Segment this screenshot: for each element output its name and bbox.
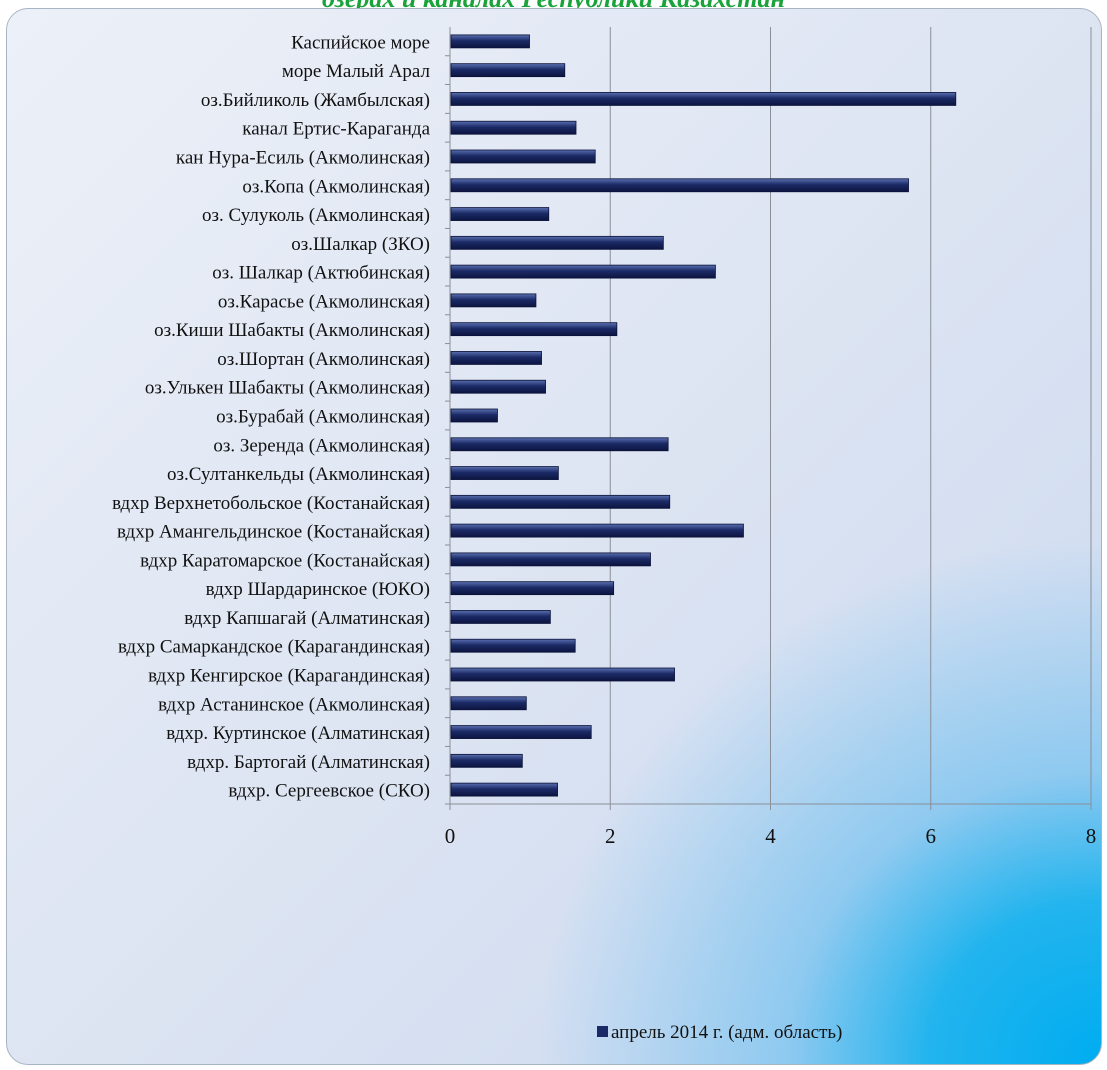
bar [450,120,577,135]
category-label: оз.Султанкельды (Акмолинская) [167,464,430,485]
bar [450,235,664,250]
bar [450,667,675,682]
category-label: оз.Карасье (Акмолинская) [218,291,430,312]
bar [450,92,957,106]
bar [450,552,651,567]
category-label: Каспийское море [291,32,430,53]
chart-panel: Каспийское море море Малый Арал оз.Бийлико… [6,8,1102,1065]
bar [450,523,744,538]
bar [450,379,546,394]
category-label: оз.Бийликоль (Жамбылская) [201,90,430,111]
category-label: оз. Шалкар (Актюбинская) [212,263,430,284]
category-label: вдхр Капшагай (Алматинская) [184,608,430,629]
bar [450,581,615,596]
category-label: канал Ертис-Караганда [242,119,430,140]
category-label: оз. Сулуколь (Акмолинская) [202,205,430,226]
category-label: вдхр. Бартогай (Алматинская) [187,752,430,773]
bar [450,753,523,768]
legend-swatch [597,1026,608,1037]
axes [445,27,1092,810]
bar [450,610,551,624]
bar [450,696,527,711]
bar [450,34,530,49]
category-label: вдхр Шардаринское (ЮКО) [206,579,430,600]
category-label: кан Нура-Есиль (Акмолинская) [176,148,430,169]
bar [450,322,618,337]
x-tick-label: 4 [765,824,776,848]
category-label: вдхр Амангельдинское (Костанайская) [117,522,430,543]
bar [450,437,669,452]
category-label: вдхр. Сергеевское (СКО) [228,781,430,802]
category-label: вдхр Астанинское (Акмолинская) [158,694,430,715]
category-label: вдхр Верхнетобольское (Костанайская) [112,493,430,514]
bar-chart: Каспийское море море Малый Арал оз.Бийлико… [112,27,1097,1043]
bar [450,494,671,509]
bar [450,264,716,279]
x-tick-label: 2 [605,824,616,848]
category-label: вдхр Каратомарское (Костанайская) [140,550,430,571]
category-labels: Каспийское море море Малый Арал оз.Бийлико… [112,32,431,801]
x-tick-labels: 0 2 4 6 8 [445,824,1097,848]
bar [450,351,542,365]
bar [450,207,550,221]
category-label: вдхр Самаркандское (Карагандинская) [118,637,430,658]
category-label: вдхр Кенгирское (Карагандинская) [148,666,430,687]
x-tick-label: 6 [926,824,937,848]
x-tick-label: 0 [445,824,456,848]
category-label: оз.Улькен Шабакты (Акмолинская) [145,378,430,399]
bar [450,293,537,308]
bar [450,725,592,739]
gridlines [609,27,1092,804]
x-tick-label: 8 [1086,824,1097,848]
category-label: море Малый Арал [282,61,431,82]
bars [450,34,957,797]
bar [450,178,909,193]
bar [450,638,576,653]
category-label: оз.Киши Шабакты (Акмолинская) [154,320,430,341]
bar [450,466,559,480]
legend: апрель 2014 г. (адм. область) [597,1022,842,1043]
bar [450,63,566,78]
category-label: оз.Копа (Акмолинская) [242,176,430,197]
bar [450,408,498,423]
category-label: оз.Бурабай (Акмолинская) [216,407,430,428]
legend-label: апрель 2014 г. (адм. область) [611,1022,842,1043]
bar [450,782,558,797]
category-label: вдхр. Куртинское (Алматинская) [166,723,430,744]
category-label: оз. Зеренда (Акмолинская) [213,435,430,456]
category-label: оз.Шортан (Акмолинская) [217,349,430,370]
category-label: оз.Шалкар (ЗКО) [291,234,430,255]
bar [450,149,596,164]
